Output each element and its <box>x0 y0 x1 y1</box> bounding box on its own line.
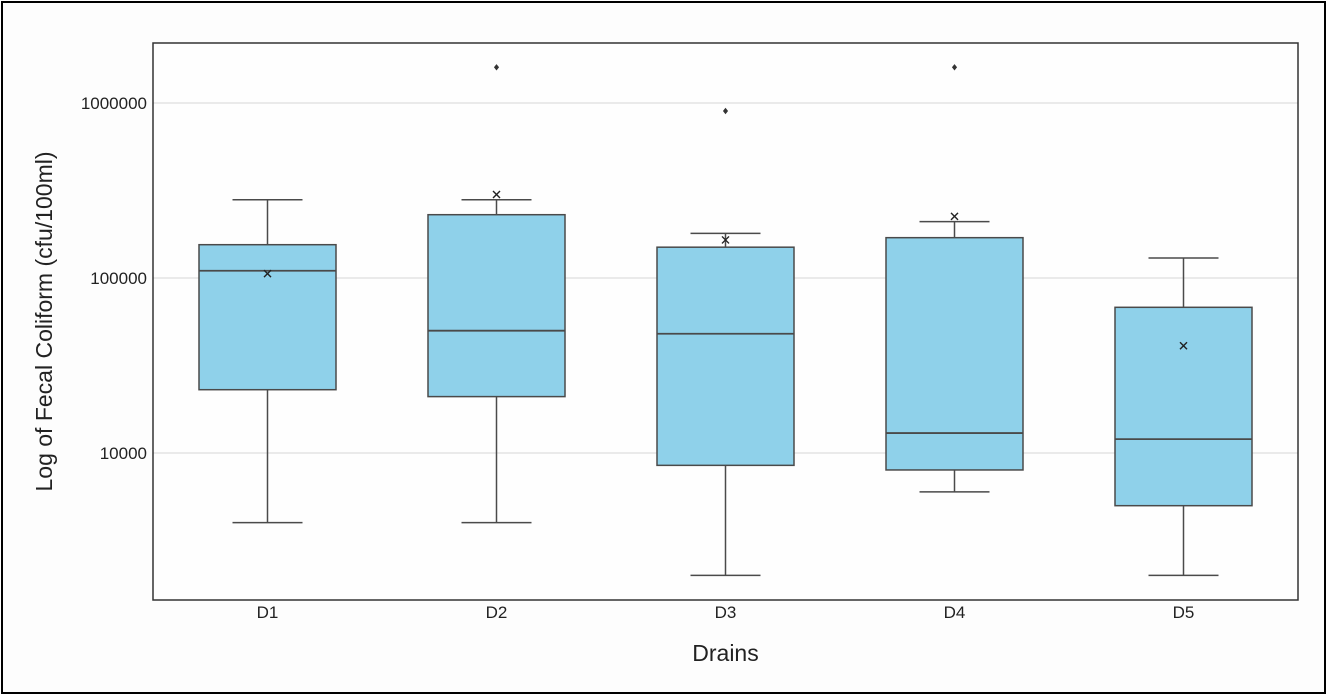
x-tick-label: D3 <box>715 603 737 622</box>
box-d4 <box>885 236 1024 471</box>
x-tick-label: D4 <box>944 603 966 622</box>
y-tick-label: 1000000 <box>81 94 147 113</box>
outlier-point <box>951 64 958 71</box>
mean-marker-stroke <box>950 212 959 221</box>
y-axis-title: Log of Fecal Coliform (cfu/100ml) <box>31 151 57 491</box>
mean-marker-stroke <box>721 235 730 244</box>
x-tick-label: D1 <box>257 603 279 622</box>
box-d5 <box>1114 306 1253 507</box>
mean-marker-stroke <box>492 190 501 199</box>
mean-marker-stroke <box>1179 341 1188 350</box>
y-tick-label: 100000 <box>90 269 147 288</box>
y-tick-label: 10000 <box>100 444 147 463</box>
x-axis-title: Drains <box>692 640 758 666</box>
box-d1 <box>198 243 337 391</box>
x-tick-label: D5 <box>1173 603 1195 622</box>
plot-border <box>152 42 1299 601</box>
outlier-point <box>493 64 500 71</box>
outlier-point <box>722 107 729 115</box>
box-d3 <box>656 246 795 467</box>
box-d2 <box>427 213 566 398</box>
mean-marker <box>950 212 959 221</box>
x-tick-label: D2 <box>486 603 508 622</box>
mean-marker <box>1179 341 1188 350</box>
mean-marker <box>492 190 501 199</box>
mean-marker <box>263 269 272 278</box>
mean-marker <box>721 235 730 244</box>
mean-marker-stroke <box>263 269 272 278</box>
